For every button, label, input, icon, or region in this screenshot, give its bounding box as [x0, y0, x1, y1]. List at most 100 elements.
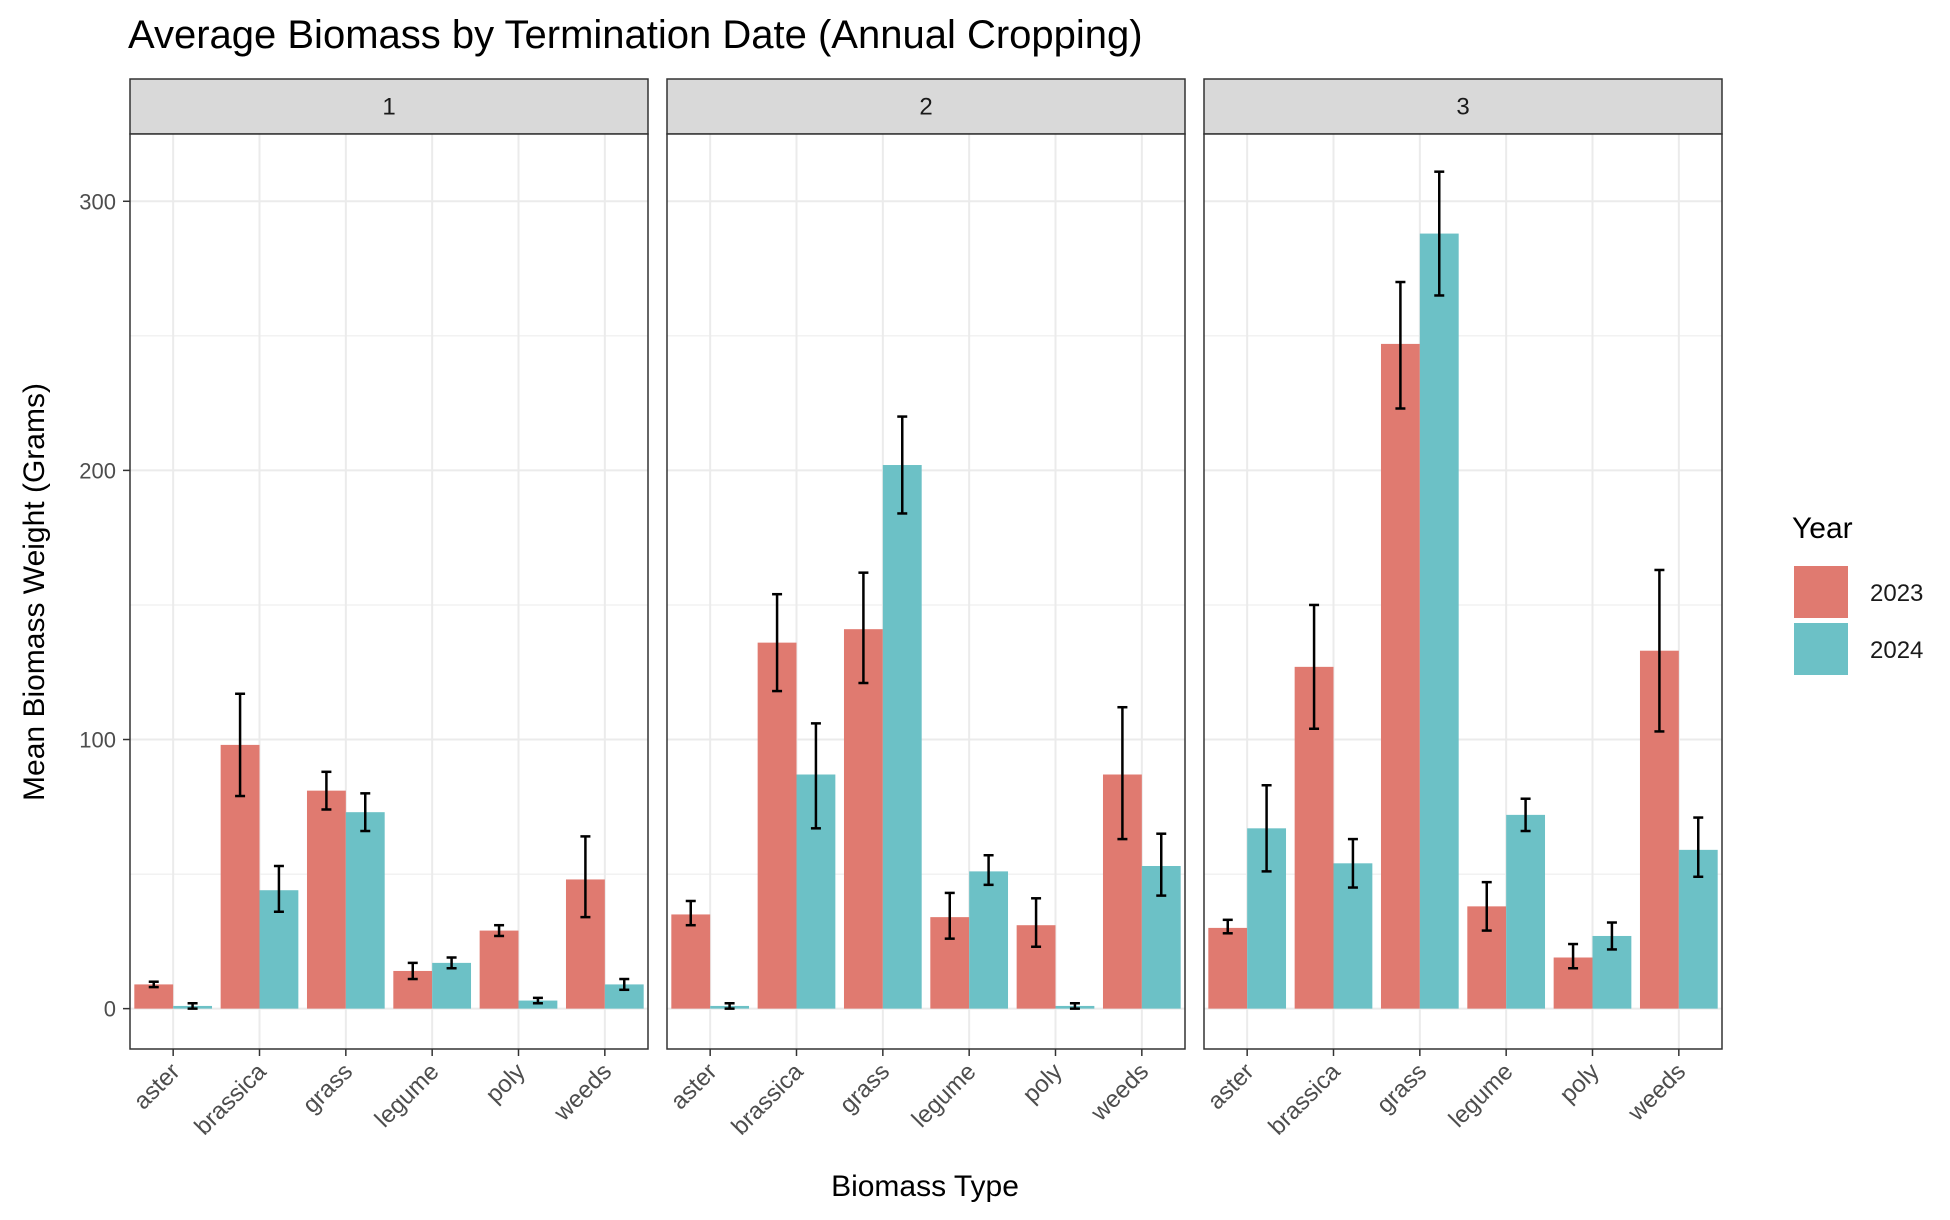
errorbar-2024-weeds	[1693, 816, 1704, 879]
x-tick-label-brassica: brassica	[1263, 1058, 1346, 1141]
errorbar-2023-legume	[1481, 880, 1492, 932]
errorbar-2023-weeds	[1117, 705, 1128, 841]
bar-2023-poly	[479, 930, 519, 1009]
x-tick-label-poly: poly	[481, 1058, 531, 1108]
errorbar-2024-legume	[1520, 797, 1531, 833]
errorbar-2023-brassica	[772, 592, 783, 693]
x-tick-label-grass: grass	[834, 1058, 895, 1119]
bar-2023-grass	[843, 629, 883, 1009]
legend-item-2023: 2023	[1794, 566, 1923, 618]
x-axis-title: Biomass Type	[831, 1170, 1019, 1203]
legend-key	[1794, 566, 1848, 618]
y-tick-label: 100	[79, 728, 116, 753]
x-tick-label-aster: aster	[129, 1058, 186, 1115]
x-tick-label-poly: poly	[1018, 1058, 1068, 1108]
errorbar-2023-aster	[685, 899, 696, 927]
errorbar-2024-aster	[724, 1002, 735, 1010]
errorbar-2024-grass	[1434, 170, 1445, 297]
errorbar-2024-aster	[187, 1002, 198, 1010]
errorbar-2023-legume	[944, 891, 955, 940]
errorbar-2024-grass	[360, 792, 371, 833]
x-tick-label-weeds: weeds	[1085, 1058, 1154, 1127]
bar-2024-legume	[432, 962, 472, 1009]
x-tick-label-weeds: weeds	[548, 1058, 617, 1127]
legend-label: 2023	[1870, 580, 1923, 607]
bar-2023-aster	[134, 984, 174, 1009]
bar-2023-grass	[306, 790, 346, 1009]
x-tick-label-aster: aster	[1203, 1058, 1260, 1115]
facet-strip	[666, 78, 1186, 135]
errorbar-2024-brassica	[810, 722, 821, 830]
y-tick-label: 300	[79, 189, 116, 214]
panel-background	[1204, 134, 1722, 1049]
y-axis-title: Mean Biomass Weight (Grams)	[18, 383, 51, 801]
y-tick-label: 0	[104, 997, 116, 1022]
errorbar-2024-weeds	[1156, 832, 1167, 897]
panel-border	[129, 133, 649, 1050]
panel-background	[667, 134, 1185, 1049]
facet-strip	[1203, 78, 1723, 135]
x-tick-label-brassica: brassica	[189, 1058, 272, 1141]
errorbar-2023-brassica	[235, 692, 246, 798]
errorbar-2024-poly	[1606, 921, 1617, 951]
errorbar-2023-grass	[858, 571, 869, 685]
errorbar-2023-poly	[1568, 942, 1579, 970]
legend: Year 2023 2024	[1792, 512, 1923, 675]
x-tick-label-grass: grass	[1371, 1058, 1432, 1119]
errorbar-2023-aster	[1222, 918, 1233, 935]
x-tick-label-legume: legume	[907, 1058, 982, 1133]
facet-strip-label: 3	[1456, 94, 1469, 121]
bar-2023-grass	[1380, 343, 1420, 1009]
facet-panel-3: 3 aster brassica grass legume poly weeds	[1203, 78, 1723, 1141]
facet-strip-label: 1	[382, 94, 395, 121]
errorbar-2023-weeds	[1654, 568, 1665, 733]
bar-2024-legume	[1506, 814, 1546, 1009]
x-tick-label-weeds: weeds	[1622, 1058, 1691, 1127]
errorbar-2023-poly	[494, 923, 505, 938]
x-tick-label-legume: legume	[370, 1058, 445, 1133]
panel-background	[130, 134, 648, 1049]
panel-border	[666, 133, 1186, 1050]
bar-2023-aster	[671, 914, 711, 1009]
errorbar-2024-weeds	[619, 977, 630, 992]
legend-label: 2024	[1870, 637, 1923, 664]
errorbar-2024-brassica	[1347, 837, 1358, 889]
x-tick-label-poly: poly	[1555, 1058, 1605, 1108]
bar-2024-poly	[518, 1000, 558, 1009]
errorbar-2024-poly	[1069, 1002, 1080, 1010]
errorbar-2024-aster	[1261, 784, 1272, 873]
errorbar-2023-poly	[1031, 897, 1042, 948]
errorbar-2023-aster	[148, 980, 159, 989]
errorbar-2023-weeds	[580, 835, 591, 919]
x-tick-label-legume: legume	[1444, 1058, 1519, 1133]
panel-border	[1203, 133, 1723, 1050]
bar-2024-grass	[882, 465, 922, 1009]
facet-strip-label: 2	[919, 94, 932, 121]
errorbar-2023-grass	[321, 770, 332, 811]
legend-key	[1794, 623, 1848, 675]
bar-2023-aster	[1208, 927, 1248, 1009]
errorbar-2024-legume	[446, 956, 457, 970]
errorbar-2023-brassica	[1309, 603, 1320, 730]
bar-2024-grass	[345, 812, 385, 1009]
bar-2024-grass	[1419, 233, 1459, 1009]
errorbar-2023-grass	[1395, 280, 1406, 410]
errorbar-2023-legume	[407, 961, 418, 981]
errorbar-2024-legume	[983, 853, 994, 887]
facet-panel-1: 1 aster brassica grass legume poly weeds	[129, 78, 649, 1141]
x-tick-label-aster: aster	[666, 1058, 723, 1115]
x-tick-label-grass: grass	[297, 1058, 358, 1119]
facet-strip	[129, 78, 649, 135]
bar-2024-legume	[969, 871, 1009, 1009]
legend-title: Year	[1792, 512, 1853, 545]
facet-panel-2: 2 aster brassica grass legume poly weeds	[666, 78, 1186, 1141]
x-tick-label-brassica: brassica	[726, 1058, 809, 1141]
errorbar-2024-grass	[897, 415, 908, 515]
chart-title: Average Biomass by Termination Date (Ann…	[128, 13, 1143, 57]
bar-2023-brassica	[757, 642, 797, 1009]
y-tick-label: 200	[79, 458, 116, 483]
errorbar-2024-poly	[532, 996, 543, 1005]
errorbar-2024-brassica	[273, 864, 284, 913]
